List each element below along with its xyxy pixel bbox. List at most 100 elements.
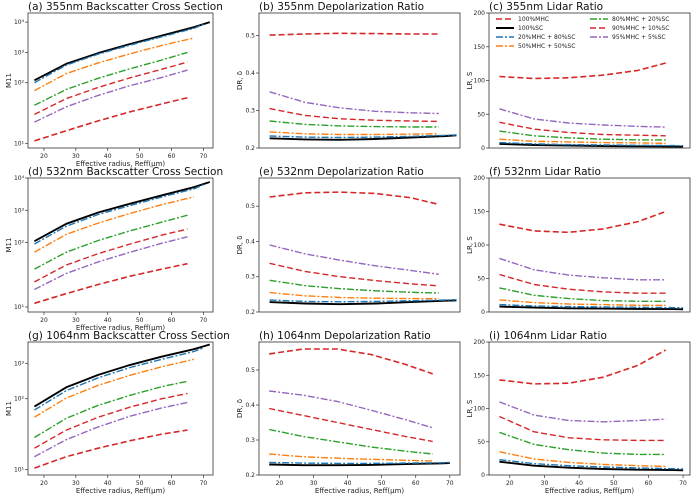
series-line-90-mhc-10-sc [34, 61, 188, 116]
y-tick-label: 0.5 [245, 367, 255, 374]
x-tick-label: 30 [72, 317, 80, 324]
panel-d: (d) 532nm Backscatter Cross Section 10¹ 10… [5, 166, 223, 332]
x-tick-label: 30 [72, 153, 80, 160]
series-line-90-mhc-10-sc [499, 121, 666, 137]
x-tick-label: 20 [40, 317, 48, 324]
y-tick-label: 150 [474, 372, 486, 379]
panel-title: (b) 355nm Depolarization Ratio [259, 1, 424, 13]
y-tick-label: 200 [474, 339, 486, 346]
y-axis-label: LR, S [466, 71, 474, 89]
x-tick-label: 40 [104, 153, 112, 160]
y-tick-label: 0 [481, 145, 485, 152]
x-tick-label: 30 [72, 480, 80, 487]
y-tick-label: 50 [477, 276, 485, 283]
y-tick-label: 0.5 [245, 203, 255, 210]
x-tick-label: 60 [168, 317, 176, 324]
y-tick-label: 200 [474, 175, 486, 182]
y-tick-label: 10¹ [14, 467, 25, 474]
series-line-20-mhc-80-sc [499, 459, 684, 470]
x-tick-label: 60 [645, 480, 653, 487]
x-tick-label: 40 [575, 480, 583, 487]
series-line-95-mhc-5-sc [499, 257, 666, 281]
panel-title: (d) 532nm Backscatter Cross Section [28, 166, 223, 178]
panel-title: (e) 532nm Depolarization Ratio [259, 166, 424, 178]
series-line-80-mhc-20-sc [34, 380, 188, 439]
x-tick-label: 60 [412, 480, 420, 487]
x-tick-label: 50 [136, 480, 144, 487]
panel-h: (h) 1064nm Depolarization Ratio 0.2 0.3 0.4… [236, 330, 461, 495]
series-line-95-mhc-5-sc [499, 108, 666, 128]
x-tick-label: 20 [40, 480, 48, 487]
series-line-100-sc [33, 343, 211, 408]
x-tick-label: 50 [136, 317, 144, 324]
series-line-90-mhc-10-sc [499, 273, 666, 294]
legend-label: 100%MHC [518, 16, 549, 23]
y-tick-label: 100 [474, 242, 486, 249]
series-line-80-mhc-20-sc [269, 428, 433, 455]
series-line-80-mhc-20-sc [499, 130, 666, 141]
series-line-20-mhc-80-sc [269, 461, 450, 465]
series-line-50-mhc-50-sc [499, 451, 666, 468]
series-line-20-mhc-80-sc [269, 299, 457, 303]
panel-title: (a) 355nm Backscatter Cross Section [28, 1, 223, 13]
y-tick-label: 10¹ [14, 140, 25, 147]
x-tick-label: 70 [200, 480, 208, 487]
series-line-90-mhc-10-sc [269, 107, 439, 123]
y-tick-label: 10³ [14, 207, 25, 214]
series-line-20-mhc-80-sc [269, 134, 457, 139]
series-line-50-mhc-50-sc [34, 358, 195, 418]
panel-a: (a) 355nm Backscatter Cross Section 10¹ 10… [5, 1, 223, 168]
y-axis-label: LR, S [466, 399, 474, 417]
y-axis-label: M11 [5, 73, 13, 88]
series-line-20-mhc-80-sc [499, 141, 684, 147]
series-line-50-mhc-50-sc [34, 196, 195, 253]
series-line-100-mhc [269, 32, 439, 36]
plot-frame [27, 341, 214, 476]
y-tick-label: 0.2 [245, 472, 255, 479]
legend-label: 80%MHC + 20%SC [612, 16, 669, 23]
y-tick-label: 150 [474, 209, 486, 216]
y-tick-label: 50 [477, 111, 485, 118]
series-line-100-sc [499, 305, 684, 311]
x-tick-label: 70 [446, 480, 454, 487]
x-tick-label: 20 [276, 480, 284, 487]
y-tick-label: 10³ [14, 360, 25, 367]
y-tick-label: 0.3 [245, 108, 255, 115]
y-axis-label: M11 [5, 238, 13, 253]
series-line-90-mhc-10-sc [499, 415, 666, 442]
series-line-95-mhc-5-sc [269, 390, 433, 429]
series-line-95-mhc-5-sc [34, 69, 188, 123]
panel-e: (e) 532nm Depolarization Ratio 0.2 0.3 0.4 0… [236, 166, 461, 316]
series-line-100-sc [499, 142, 684, 148]
series-line-100-sc [33, 21, 211, 82]
y-tick-label: 0.4 [245, 70, 255, 77]
legend-label: 100%SC [518, 25, 543, 32]
y-axis-label: DR, δ [236, 71, 244, 90]
plot-frame [27, 12, 214, 149]
legend: 100%MHC 100%SC 20%MHC + 80%SC 50%MHC + 50%S… [496, 16, 669, 50]
y-axis-label: M11 [5, 401, 13, 416]
series-line-80-mhc-20-sc [34, 51, 188, 106]
y-tick-label: 10² [14, 80, 25, 87]
x-tick-label: 50 [378, 480, 386, 487]
panel-c: (c) 355nm Lidar Ratio 0 50 100 150 200 LR, S [466, 1, 691, 152]
y-tick-label: 0.3 [245, 274, 255, 281]
series-line-95-mhc-5-sc [269, 91, 439, 115]
series-line-95-mhc-5-sc [269, 244, 439, 275]
x-axis-label: Effective radius, Reff(μm) [76, 324, 166, 332]
x-axis-label: Effective radius, Reff(μm) [76, 487, 166, 495]
series-line-80-mhc-20-sc [499, 287, 666, 302]
series-line-100-sc [33, 181, 211, 243]
legend-label: 50%MHC + 50%SC [518, 43, 575, 50]
y-tick-label: 10² [14, 240, 25, 247]
series-line-20-mhc-80-sc [34, 347, 204, 411]
y-tick-label: 10² [14, 396, 25, 403]
series-line-100-mhc [34, 96, 188, 142]
y-axis-label: DR, δ [236, 399, 244, 418]
series-line-50-mhc-50-sc [34, 37, 195, 92]
panel-title: (i) 1064nm Lidar Ratio [489, 330, 607, 342]
series-line-100-mhc [499, 62, 666, 80]
series-line-100-mhc [269, 191, 439, 206]
plot-frame [488, 341, 691, 476]
